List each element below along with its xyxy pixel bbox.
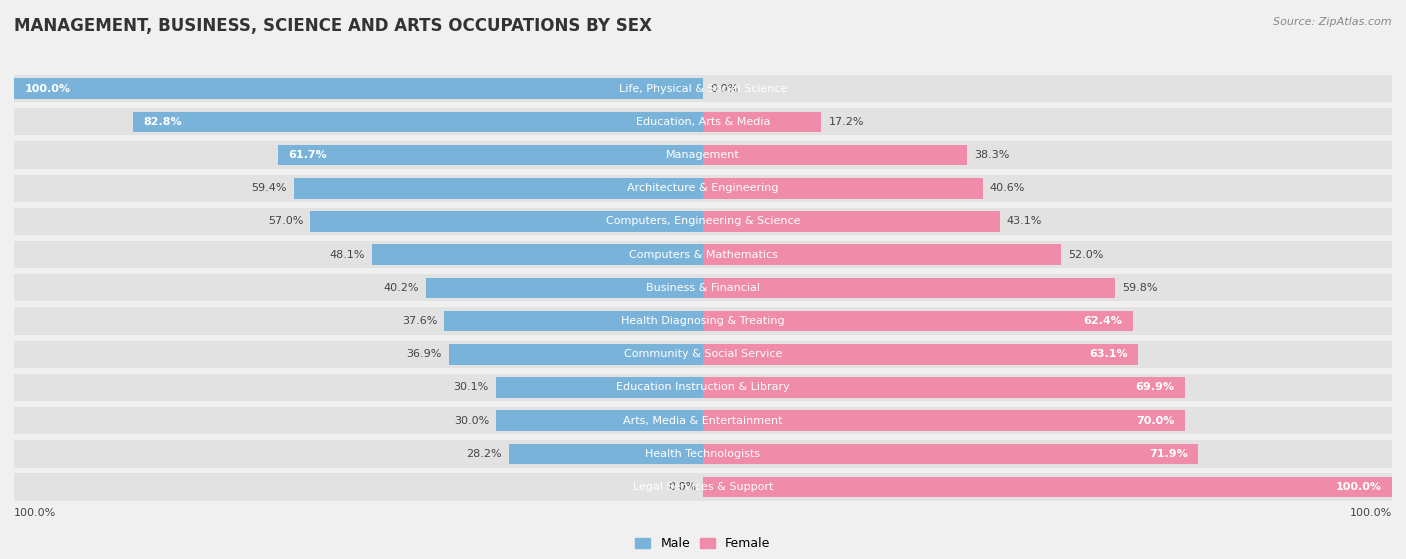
Text: 40.6%: 40.6% xyxy=(990,183,1025,193)
Bar xyxy=(14,241,1392,268)
Text: Architecture & Engineering: Architecture & Engineering xyxy=(627,183,779,193)
Bar xyxy=(703,178,983,198)
Text: 69.9%: 69.9% xyxy=(1135,382,1174,392)
Text: 28.2%: 28.2% xyxy=(467,449,502,459)
Bar xyxy=(14,440,1392,467)
Text: 59.4%: 59.4% xyxy=(252,183,287,193)
Bar xyxy=(14,141,1392,169)
Text: 82.8%: 82.8% xyxy=(143,117,181,127)
Text: 40.2%: 40.2% xyxy=(384,283,419,293)
Text: 70.0%: 70.0% xyxy=(1136,416,1175,426)
Text: Education Instruction & Library: Education Instruction & Library xyxy=(616,382,790,392)
Text: 61.7%: 61.7% xyxy=(288,150,328,160)
Bar xyxy=(703,444,1198,464)
Text: 71.9%: 71.9% xyxy=(1149,449,1188,459)
Text: 100.0%: 100.0% xyxy=(24,84,70,94)
Bar xyxy=(444,311,703,331)
Bar xyxy=(703,344,1137,364)
Bar xyxy=(14,340,1392,368)
Text: 30.0%: 30.0% xyxy=(454,416,489,426)
Text: Business & Financial: Business & Financial xyxy=(645,283,761,293)
Text: Community & Social Service: Community & Social Service xyxy=(624,349,782,359)
Text: Health Technologists: Health Technologists xyxy=(645,449,761,459)
Text: 38.3%: 38.3% xyxy=(974,150,1010,160)
Text: Health Diagnosing & Treating: Health Diagnosing & Treating xyxy=(621,316,785,326)
Text: 59.8%: 59.8% xyxy=(1122,283,1157,293)
Bar xyxy=(703,311,1133,331)
Bar xyxy=(449,344,703,364)
Bar xyxy=(14,78,703,99)
Bar xyxy=(14,208,1392,235)
Text: 36.9%: 36.9% xyxy=(406,349,441,359)
Bar xyxy=(703,244,1062,265)
Text: 37.6%: 37.6% xyxy=(402,316,437,326)
Text: 48.1%: 48.1% xyxy=(329,250,364,260)
Bar xyxy=(703,278,1115,298)
Bar xyxy=(311,211,703,232)
Bar xyxy=(703,211,1000,232)
Text: 30.1%: 30.1% xyxy=(454,382,489,392)
Bar xyxy=(509,444,703,464)
Text: 100.0%: 100.0% xyxy=(1336,482,1382,492)
Bar xyxy=(703,377,1185,398)
Text: 63.1%: 63.1% xyxy=(1088,349,1128,359)
Bar xyxy=(278,145,703,165)
Bar xyxy=(132,112,703,132)
Text: 57.0%: 57.0% xyxy=(269,216,304,226)
Bar xyxy=(294,178,703,198)
Text: MANAGEMENT, BUSINESS, SCIENCE AND ARTS OCCUPATIONS BY SEX: MANAGEMENT, BUSINESS, SCIENCE AND ARTS O… xyxy=(14,17,652,35)
Bar xyxy=(703,145,967,165)
Text: 43.1%: 43.1% xyxy=(1007,216,1042,226)
Bar xyxy=(14,274,1392,301)
Bar xyxy=(14,75,1392,102)
Bar xyxy=(14,473,1392,501)
Bar xyxy=(14,307,1392,335)
Bar xyxy=(703,112,821,132)
Text: Education, Arts & Media: Education, Arts & Media xyxy=(636,117,770,127)
Text: Arts, Media & Entertainment: Arts, Media & Entertainment xyxy=(623,416,783,426)
Bar xyxy=(14,407,1392,434)
Text: 100.0%: 100.0% xyxy=(1350,508,1392,518)
Text: 0.0%: 0.0% xyxy=(710,84,738,94)
Text: 0.0%: 0.0% xyxy=(668,482,696,492)
Bar xyxy=(14,174,1392,202)
Text: Source: ZipAtlas.com: Source: ZipAtlas.com xyxy=(1274,17,1392,27)
Text: Life, Physical & Social Science: Life, Physical & Social Science xyxy=(619,84,787,94)
Bar xyxy=(14,374,1392,401)
Text: 52.0%: 52.0% xyxy=(1069,250,1104,260)
Text: 62.4%: 62.4% xyxy=(1084,316,1122,326)
Bar xyxy=(703,477,1392,498)
Bar xyxy=(496,410,703,431)
Bar xyxy=(14,108,1392,135)
Text: Legal Services & Support: Legal Services & Support xyxy=(633,482,773,492)
Legend: Male, Female: Male, Female xyxy=(630,532,776,556)
Bar xyxy=(703,410,1185,431)
Bar xyxy=(371,244,703,265)
Text: 17.2%: 17.2% xyxy=(828,117,863,127)
Bar xyxy=(426,278,703,298)
Text: Computers, Engineering & Science: Computers, Engineering & Science xyxy=(606,216,800,226)
Bar xyxy=(496,377,703,398)
Text: Computers & Mathematics: Computers & Mathematics xyxy=(628,250,778,260)
Text: 100.0%: 100.0% xyxy=(14,508,56,518)
Text: Management: Management xyxy=(666,150,740,160)
